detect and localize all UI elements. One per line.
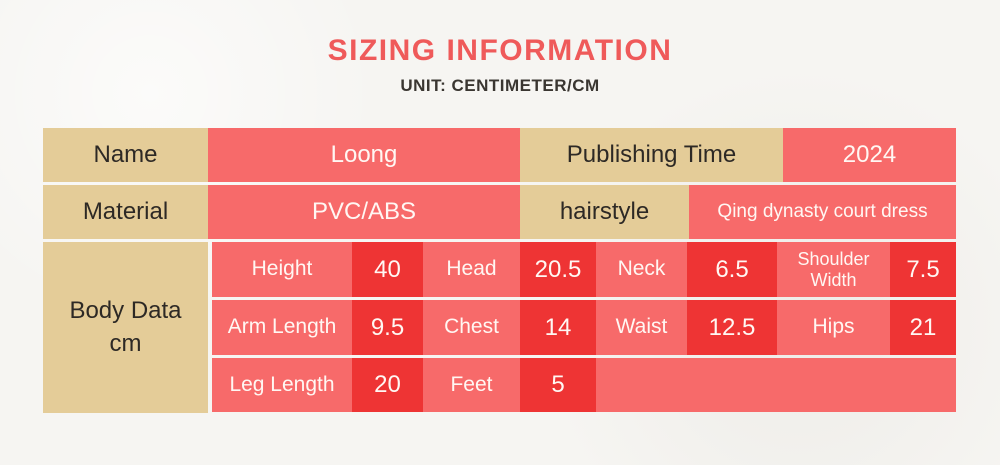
unit-subtitle: UNIT: CENTIMETER/CM <box>400 76 600 95</box>
empty-filler-cell <box>596 358 956 412</box>
head-value-cell: 20.5 <box>520 242 596 297</box>
shoulder-width-value-cell: 7.5 <box>890 242 956 297</box>
body-data-header-line1: Body Data <box>69 297 182 325</box>
name-value-cell: Loong <box>208 128 520 182</box>
chest-label-cell: Chest <box>423 300 520 355</box>
neck-value-cell: 6.5 <box>687 242 777 297</box>
hips-label-cell: Hips <box>777 300 890 355</box>
material-value-cell: PVC/ABS <box>208 185 520 239</box>
shoulder-width-label-cell: Shoulder Width <box>777 242 890 297</box>
arm-length-label-cell: Arm Length <box>212 300 352 355</box>
hairstyle-value-cell: Qing dynasty court dress <box>689 185 956 239</box>
chest-value-cell: 14 <box>520 300 596 355</box>
arm-length-value-cell: 9.5 <box>352 300 423 355</box>
body-data-header-line2: cm <box>109 329 142 357</box>
material-label-cell: Material <box>43 185 208 239</box>
waist-label-cell: Waist <box>596 300 687 355</box>
head-label-cell: Head <box>423 242 520 297</box>
leg-length-value-cell: 20 <box>352 358 423 412</box>
page-title: SIZING INFORMATION <box>327 34 673 67</box>
publishing-time-label-cell: Publishing Time <box>520 128 783 182</box>
body-data-grid: Height 40 Head 20.5 Neck 6.5 Shoulder Wi… <box>212 242 956 413</box>
neck-label-cell: Neck <box>596 242 687 297</box>
body-data-header-cell: Body Data cm <box>43 242 208 413</box>
table-row: Name Loong Publishing Time 2024 <box>43 128 956 182</box>
waist-value-cell: 12.5 <box>687 300 777 355</box>
height-value-cell: 40 <box>352 242 423 297</box>
publishing-time-value-cell: 2024 <box>783 128 956 182</box>
hips-value-cell: 21 <box>890 300 956 355</box>
sizing-table: Name Loong Publishing Time 2024 Material… <box>43 128 956 413</box>
feet-label-cell: Feet <box>423 358 520 412</box>
body-data-section: Body Data cm Height 40 Head 20.5 Neck 6.… <box>43 242 956 413</box>
hairstyle-label-cell: hairstyle <box>520 185 689 239</box>
table-row: Arm Length 9.5 Chest 14 Waist 12.5 Hips … <box>212 300 956 355</box>
name-label-cell: Name <box>43 128 208 182</box>
leg-length-label-cell: Leg Length <box>212 358 352 412</box>
height-label-cell: Height <box>212 242 352 297</box>
feet-value-cell: 5 <box>520 358 596 412</box>
table-row: Leg Length 20 Feet 5 <box>212 358 956 412</box>
table-row: Material PVC/ABS hairstyle Qing dynasty … <box>43 185 956 239</box>
table-row: Height 40 Head 20.5 Neck 6.5 Shoulder Wi… <box>212 242 956 297</box>
